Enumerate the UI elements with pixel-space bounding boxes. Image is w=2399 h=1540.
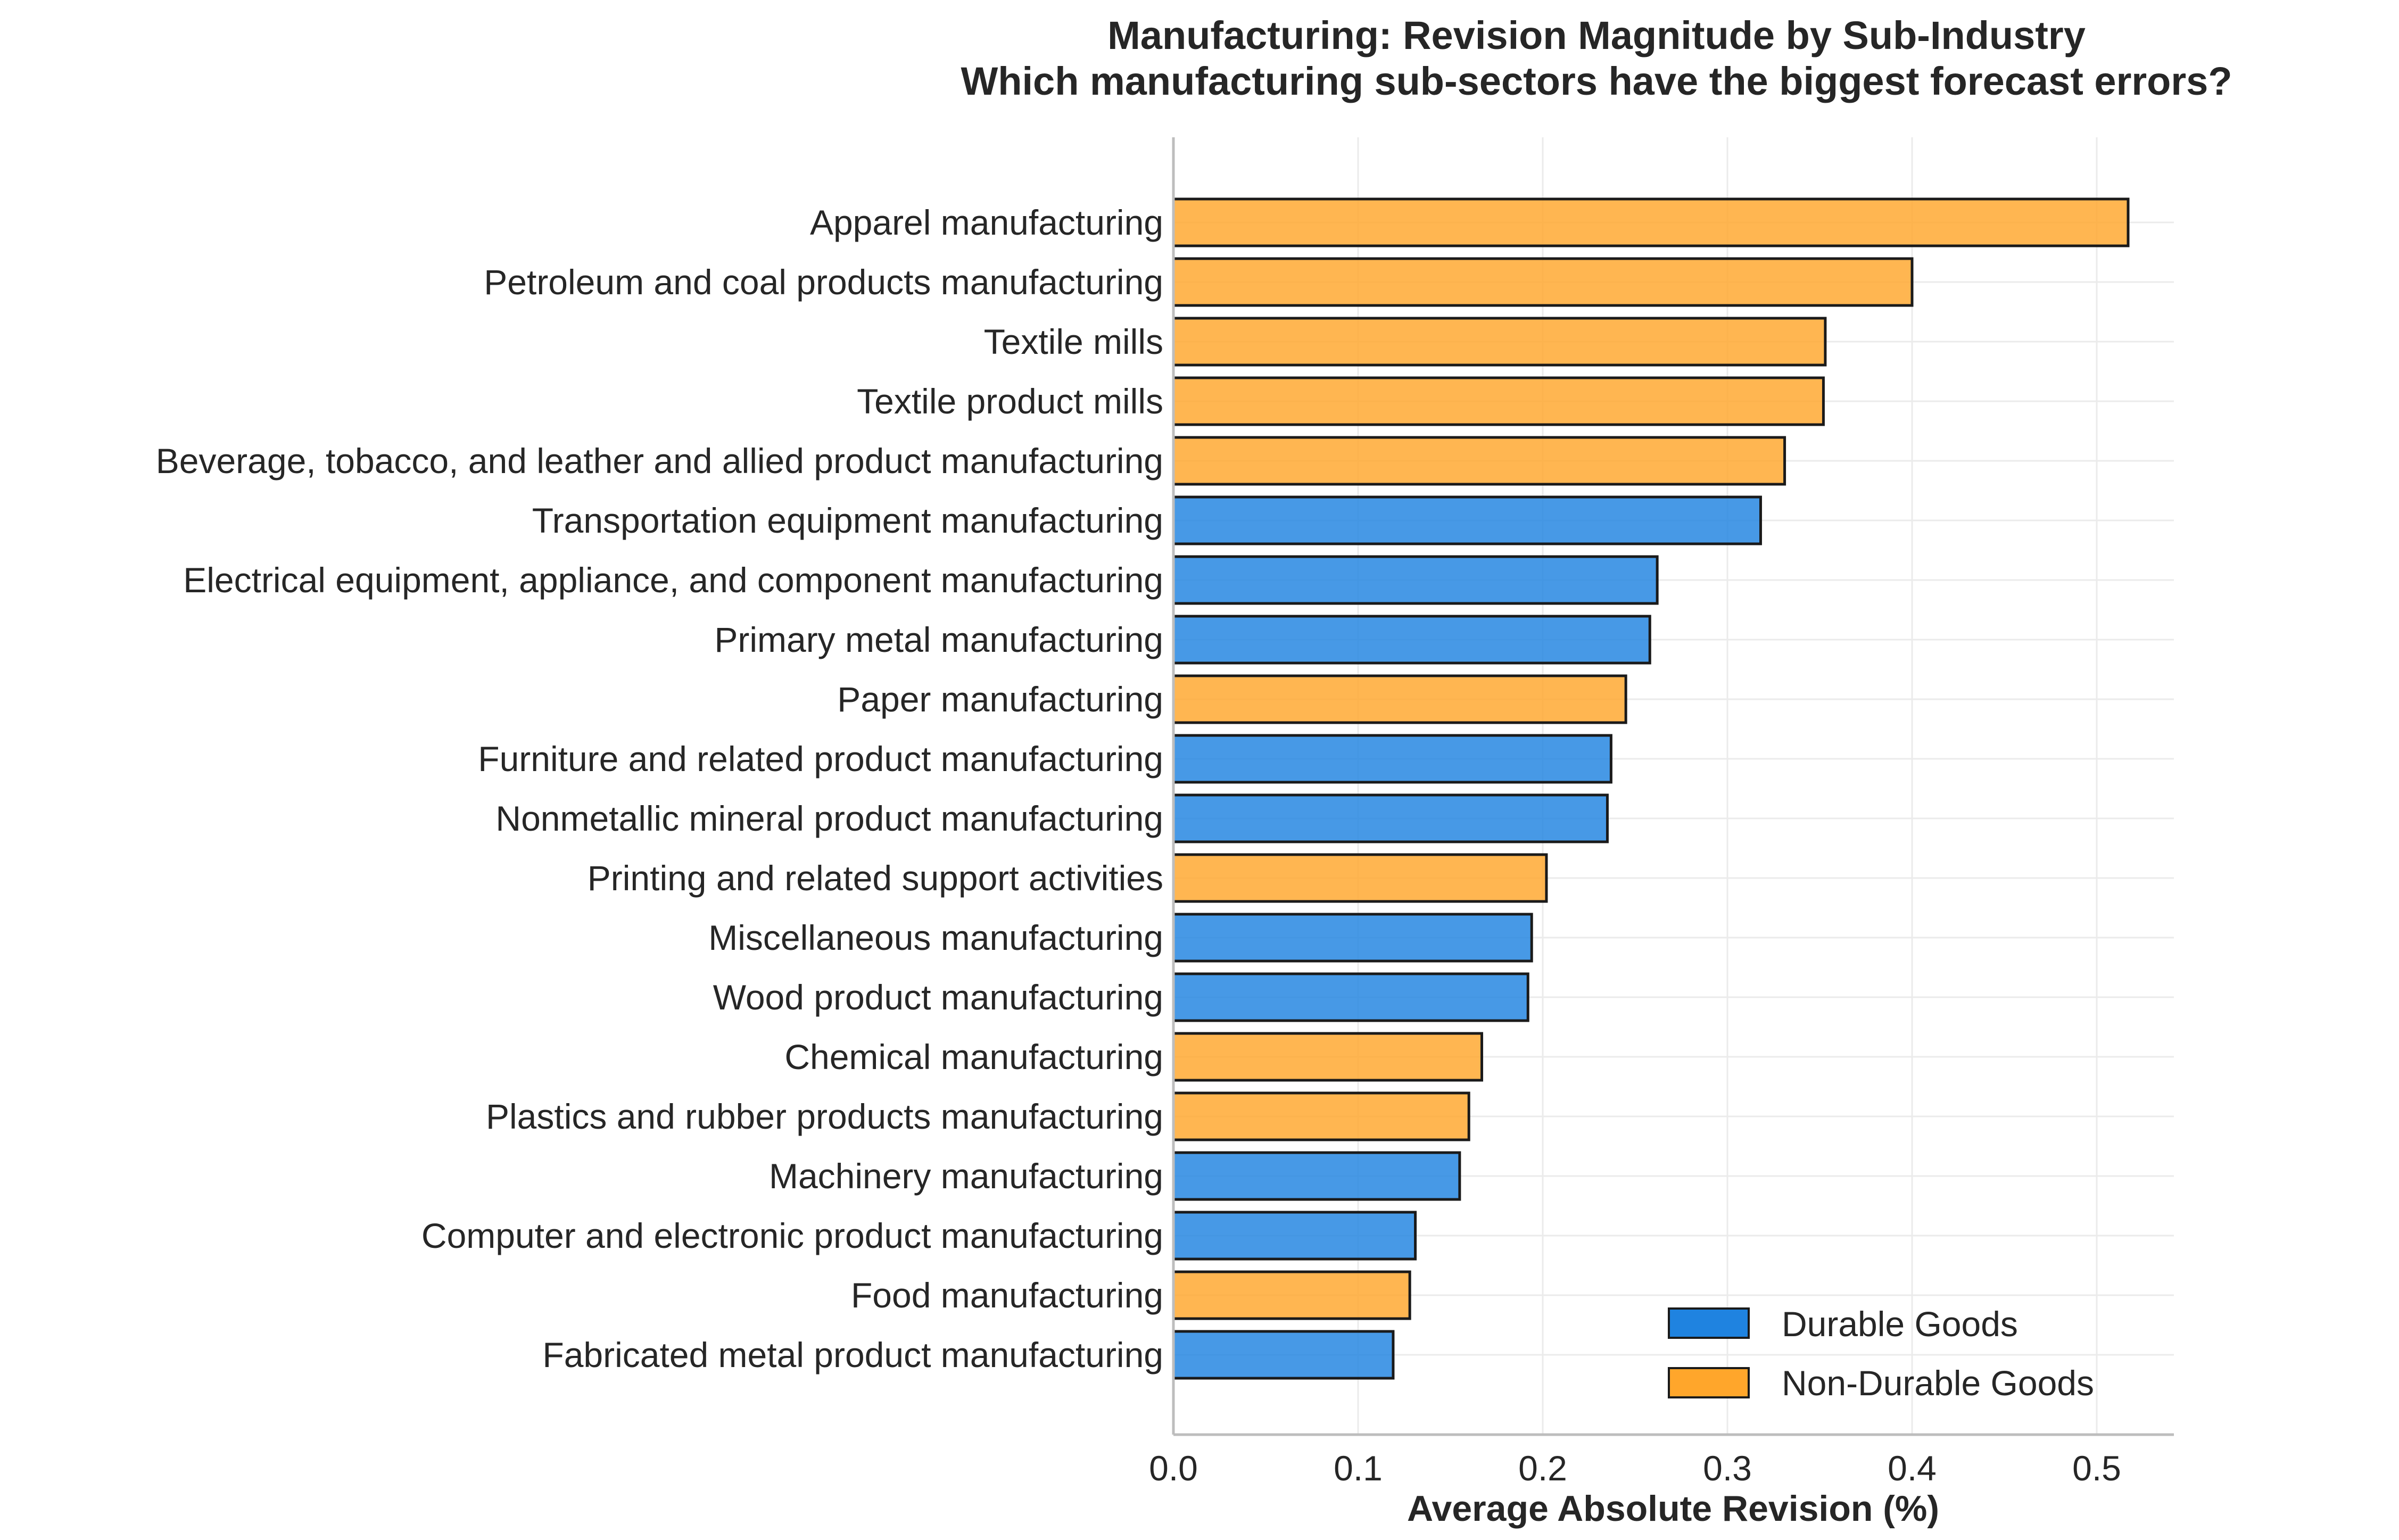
- bar: [1172, 257, 1914, 307]
- category-label: Petroleum and coal products manufacturin…: [484, 262, 1163, 302]
- category-label: Fabricated metal product manufacturing: [542, 1335, 1163, 1375]
- category-label: Electrical equipment, appliance, and com…: [183, 560, 1163, 600]
- legend-label-non-durable: Non-Durable Goods: [1782, 1363, 2094, 1403]
- category-label: Computer and electronic product manufact…: [421, 1216, 1163, 1255]
- category-label: Food manufacturing: [851, 1276, 1163, 1315]
- bar: [1172, 1151, 1461, 1201]
- bar: [1172, 1091, 1470, 1141]
- legend-swatch-durable: [1668, 1307, 1750, 1339]
- legend-label-durable: Durable Goods: [1782, 1304, 2018, 1344]
- x-tick-label: 0.4: [1888, 1448, 1937, 1488]
- category-label: Miscellaneous manufacturing: [708, 918, 1163, 957]
- bar: [1172, 1032, 1483, 1082]
- x-tick-label: 0.5: [2072, 1448, 2121, 1488]
- bar: [1172, 197, 2130, 247]
- bar: [1172, 793, 1609, 843]
- x-axis-title: Average Absolute Revision (%): [1407, 1488, 1939, 1529]
- x-tick-label: 0.0: [1149, 1448, 1198, 1488]
- bar: [1172, 913, 1533, 963]
- bar: [1172, 1211, 1417, 1261]
- x-tick-label: 0.2: [1518, 1448, 1567, 1488]
- category-label: Textile mills: [984, 322, 1163, 361]
- category-label: Beverage, tobacco, and leather and allie…: [156, 441, 1163, 481]
- category-label: Furniture and related product manufactur…: [478, 739, 1163, 779]
- category-label: Paper manufacturing: [837, 680, 1163, 719]
- category-labels: Apparel manufacturing Petroleum and coal …: [156, 203, 1163, 1375]
- category-label: Plastics and rubber products manufacturi…: [486, 1097, 1163, 1136]
- bar: [1172, 853, 1548, 903]
- chart-subtitle: Which manufacturing sub-sectors have the…: [961, 59, 2232, 103]
- category-label: Textile product mills: [857, 382, 1163, 421]
- legend-swatch-non-durable: [1668, 1367, 1750, 1398]
- category-label: Nonmetallic mineral product manufacturin…: [495, 799, 1163, 838]
- bar: [1172, 734, 1612, 784]
- bar: [1172, 1270, 1411, 1320]
- bar: [1172, 436, 1786, 486]
- chart-title: Manufacturing: Revision Magnitude by Sub…: [1107, 13, 2086, 57]
- category-label: Primary metal manufacturing: [714, 620, 1163, 659]
- bars: [1172, 197, 2130, 1380]
- legend: Durable Goods Non-Durable Goods: [1668, 1304, 2094, 1403]
- bar: [1172, 317, 1827, 367]
- axes: [1172, 137, 2174, 1436]
- bar: [1172, 674, 1627, 724]
- bar: [1172, 555, 1659, 605]
- bar: [1172, 972, 1529, 1022]
- bar: [1172, 1330, 1395, 1380]
- x-tick-label: 0.3: [1703, 1448, 1752, 1488]
- bar: [1172, 376, 1825, 426]
- category-label: Apparel manufacturing: [810, 203, 1163, 242]
- category-label: Machinery manufacturing: [769, 1156, 1163, 1196]
- x-tick-label: 0.1: [1334, 1448, 1383, 1488]
- bar: [1172, 495, 1762, 545]
- category-label: Chemical manufacturing: [784, 1037, 1163, 1077]
- category-label: Wood product manufacturing: [713, 978, 1163, 1017]
- bar: [1172, 615, 1651, 665]
- category-label: Printing and related support activities: [588, 858, 1163, 898]
- category-label: Transportation equipment manufacturing: [532, 501, 1163, 540]
- x-tick-labels: 0.0 0.1 0.2 0.3 0.4 0.5: [1149, 1448, 2121, 1488]
